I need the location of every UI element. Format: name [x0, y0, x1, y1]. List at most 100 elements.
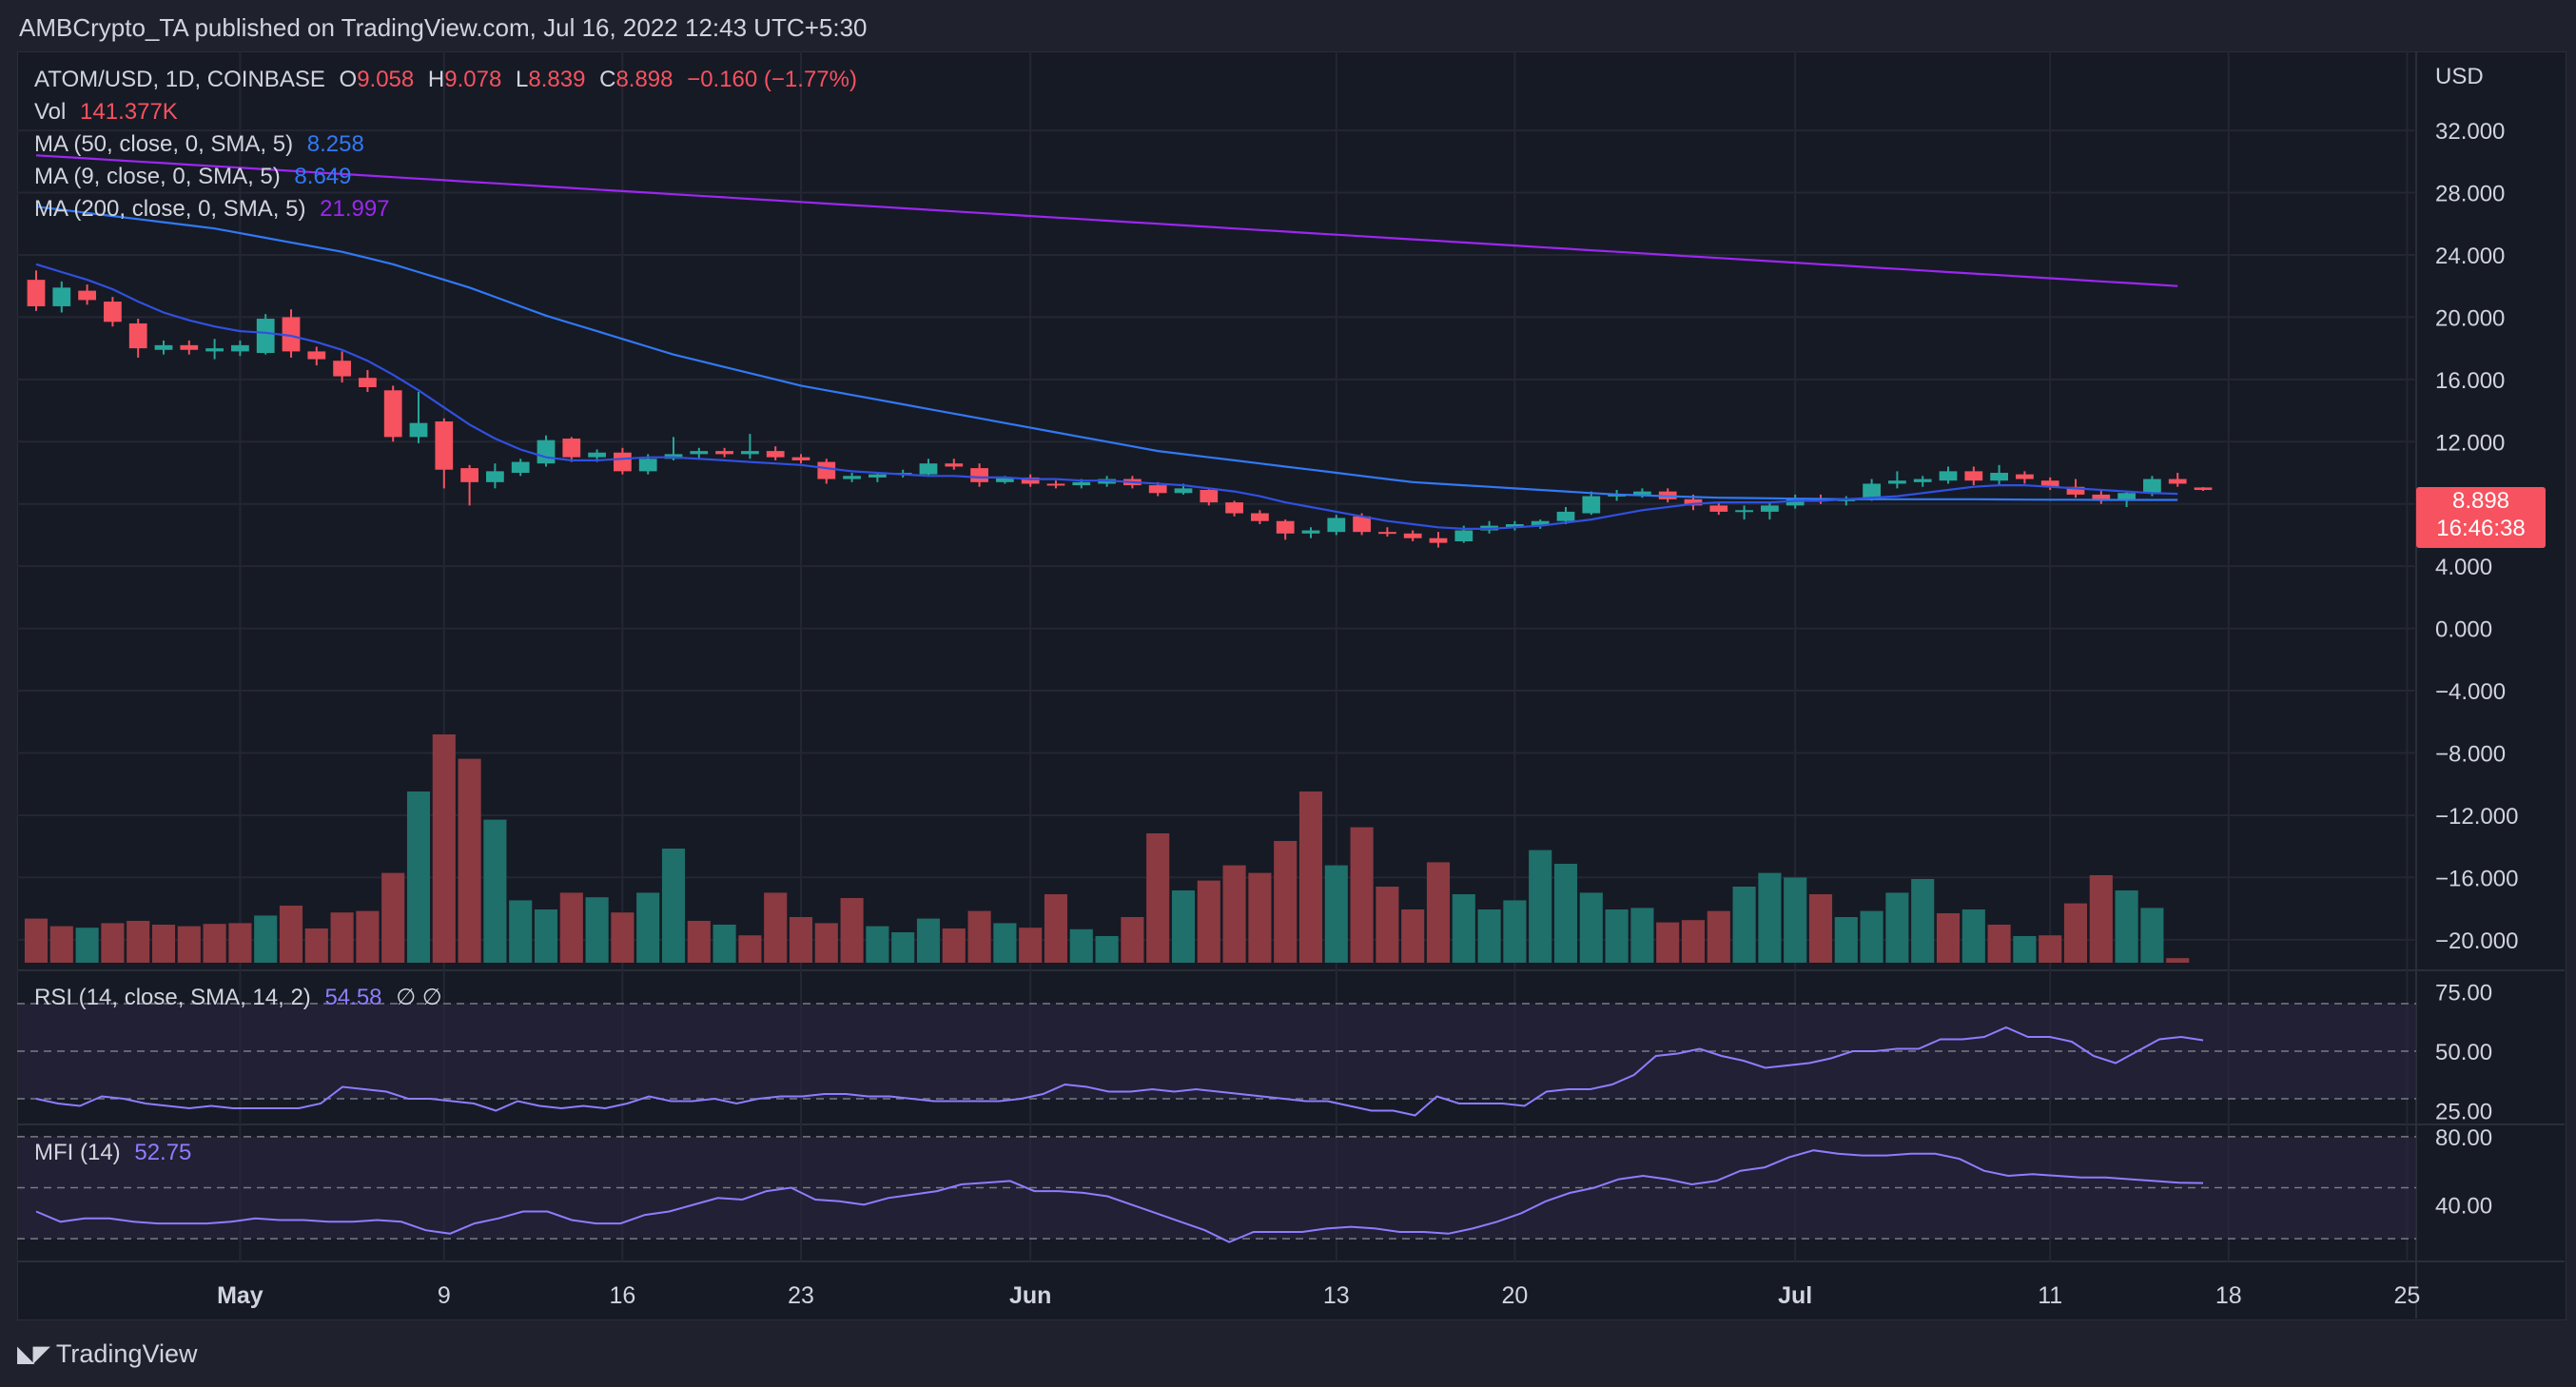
volume-bar [636, 892, 660, 963]
change-value: −0.160 (−1.77%) [687, 67, 857, 92]
vol-label: Vol [34, 99, 67, 125]
volume-bar [1401, 909, 1425, 963]
candle-body [1633, 491, 1651, 495]
volume-bar [1197, 880, 1220, 963]
candle-body [741, 451, 759, 455]
symbol-label[interactable]: ATOM/USD, 1D, COINBASE [34, 67, 325, 92]
low-label: L [516, 67, 529, 92]
rsi-label: RSI (14, close, SMA, 14, 2) [34, 985, 311, 1010]
time-tick-label: 16 [609, 1282, 635, 1309]
volume-bar [1987, 925, 2011, 963]
legend-volume[interactable]: Vol 141.377K [34, 99, 185, 126]
legend-rsi[interactable]: RSI (14, close, SMA, 14, 2) 54.58 ∅ ∅ [34, 984, 450, 1011]
candle-body [27, 280, 46, 306]
candle-body [1964, 471, 1983, 481]
candle-body [1301, 530, 1320, 534]
time-tick-label: 20 [1501, 1282, 1528, 1309]
candle-body [2016, 474, 2034, 479]
volume-bar [1376, 887, 1399, 963]
candle-body [2040, 480, 2059, 487]
candle-body [843, 476, 861, 479]
candle-body [180, 344, 199, 350]
candle-body [2168, 479, 2187, 484]
legend-ma200[interactable]: MA (200, close, 0, SMA, 5) 21.997 [34, 196, 398, 223]
volume-bar [356, 910, 380, 963]
volume-bar [203, 924, 226, 963]
legend-ma9[interactable]: MA (9, close, 0, SMA, 5) 8.649 [34, 164, 359, 190]
publish-info: AMBCrypto_TA published on TradingView.co… [19, 13, 868, 42]
volume-bar [101, 923, 125, 963]
candle-body [1531, 520, 1550, 526]
candle-body [409, 422, 428, 438]
candle-body [1939, 471, 1958, 481]
volume-bar [789, 917, 813, 963]
rsi-line [35, 1026, 2204, 1117]
mfi-line [35, 1149, 2204, 1243]
volume-bar [151, 925, 176, 963]
candle-body [2117, 493, 2136, 499]
ma-line-ma50 [35, 205, 2178, 501]
price-tick-label: −20.000 [2435, 928, 2518, 954]
time-tick-label: 11 [2038, 1282, 2062, 1309]
bar-countdown: 16:46:38 [2436, 516, 2526, 541]
candle-body [78, 290, 96, 301]
volume-bar [1298, 791, 1323, 963]
volume-bar [1477, 909, 1501, 963]
price-tick-label: 28.000 [2435, 182, 2505, 207]
volume-bar [814, 923, 838, 963]
brand-text: TradingView [55, 1338, 198, 1368]
legend-mfi[interactable]: MFI (14) 52.75 [34, 1140, 199, 1166]
ma9-value: 8.649 [294, 164, 352, 189]
candle-body [1506, 524, 1524, 528]
candle-body [460, 468, 478, 482]
candle-body [1200, 490, 1219, 503]
rsi-tick-label: 75.00 [2435, 981, 2492, 1006]
candle-body [690, 451, 709, 455]
candle-body [2092, 494, 2111, 499]
high-label: H [427, 67, 445, 92]
volume-bar [1579, 892, 1603, 963]
candle-body [1582, 496, 1601, 514]
volume-bar [585, 897, 609, 963]
grid-lines [17, 51, 2565, 1319]
candle-body [614, 452, 632, 472]
candle-body [537, 440, 556, 464]
mfi-value: 52.75 [134, 1140, 192, 1165]
high-value: 9.078 [444, 67, 502, 92]
candle-body [333, 361, 351, 377]
time-tick-label: 13 [1323, 1282, 1350, 1309]
legend-ma50[interactable]: MA (50, close, 0, SMA, 5) 8.258 [34, 131, 372, 158]
volume-bar [127, 921, 150, 963]
close-label: C [599, 67, 616, 92]
ma50-value: 8.258 [306, 131, 364, 157]
candles [27, 270, 2213, 548]
volume-bar [406, 791, 431, 963]
candle-body [562, 439, 581, 458]
candle-body [1046, 483, 1065, 486]
candle-body [2194, 487, 2213, 491]
volume-bar [1146, 833, 1170, 963]
price-tick-label: −4.000 [2435, 679, 2506, 705]
volume-bar [1707, 910, 1730, 963]
candle-body [1353, 516, 1371, 533]
price-tick-label: 24.000 [2435, 244, 2505, 269]
candle-body [359, 378, 377, 388]
candle-body [996, 477, 1014, 482]
volume-bar [432, 734, 456, 963]
oscillator-bands [17, 1003, 2416, 1240]
mfi-tick-label: 40.00 [2435, 1193, 2492, 1219]
open-label: O [339, 67, 358, 92]
candle-body [970, 468, 988, 482]
volume-bar [2140, 908, 2164, 963]
candle-body [1786, 498, 1805, 506]
candle-body [817, 461, 836, 479]
volume-bar [866, 926, 889, 963]
volume-bar [1044, 894, 1068, 963]
footer-brand[interactable]: ◣◤ TradingView [17, 1332, 198, 1376]
volume-bar [1350, 827, 1374, 963]
volume-bar [1936, 913, 1961, 963]
chart-frame[interactable] [17, 51, 2566, 1320]
volume-bar [279, 906, 303, 963]
candle-body [205, 348, 224, 352]
